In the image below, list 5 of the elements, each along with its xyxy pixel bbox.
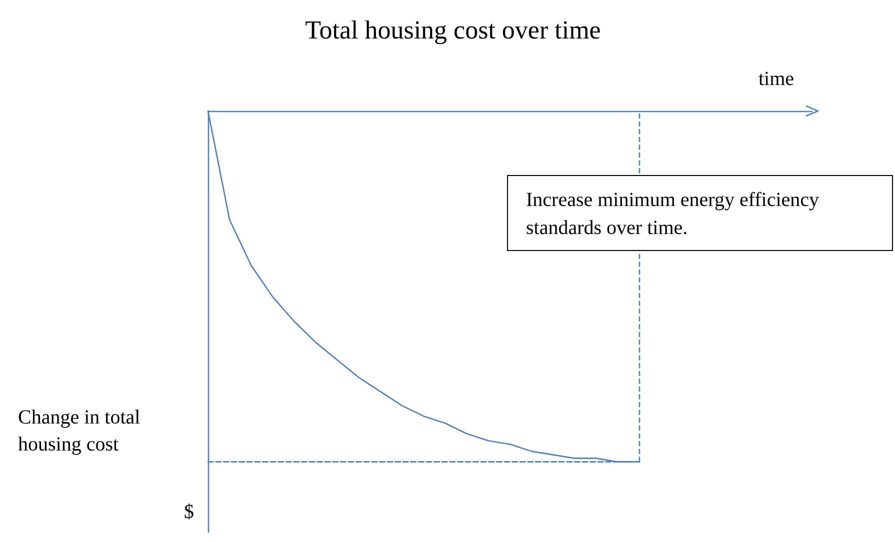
chart-title: Total housing cost over time (305, 16, 601, 44)
y-axis-title: Change in total housing cost (18, 406, 141, 456)
x-axis-title: time (758, 68, 794, 90)
note-box: Increase minimum energy efficiency standards over time. (507, 175, 893, 251)
text: $ (184, 501, 194, 523)
